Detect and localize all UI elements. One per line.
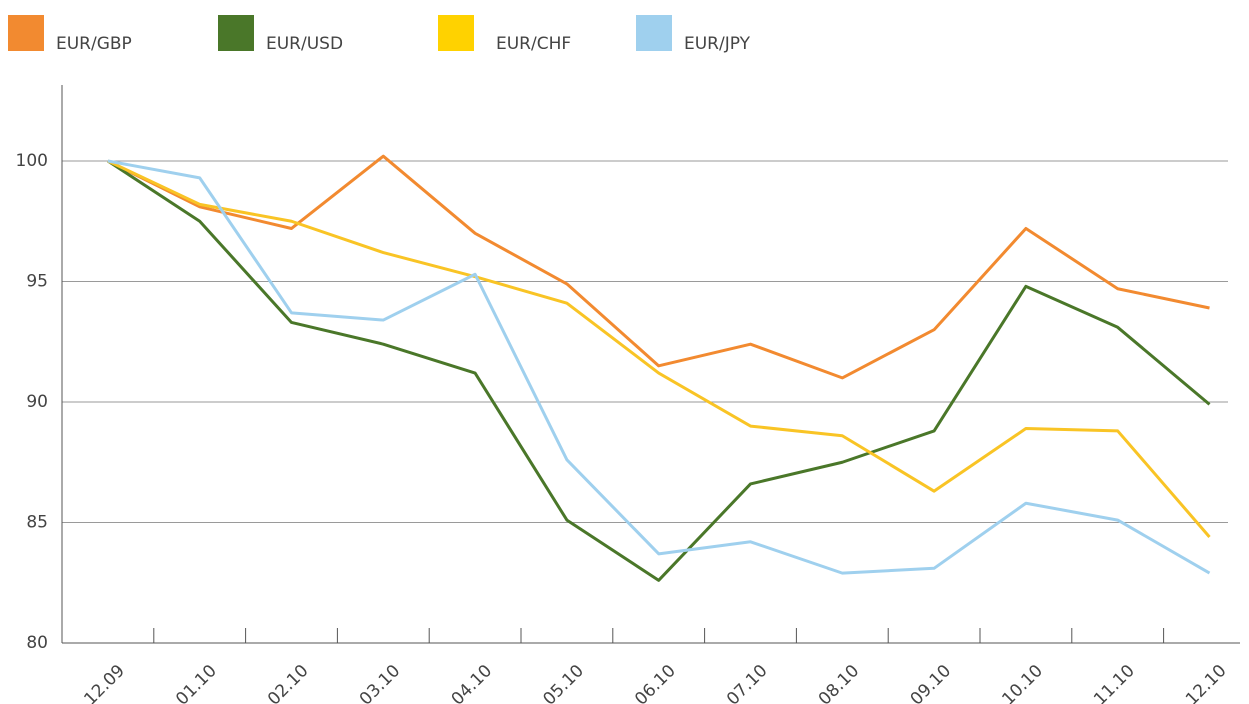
x-tick-label: 12.09 (80, 661, 129, 704)
x-tick-label: 03.10 (356, 661, 405, 704)
x-tick-label: 07.10 (723, 661, 772, 704)
legend-label: EUR/USD (266, 34, 343, 54)
x-tick-label: 05.10 (539, 661, 588, 704)
x-tick-label: 12.10 (1182, 661, 1231, 704)
y-tick-label: 100 (16, 151, 48, 171)
legend-swatch (438, 15, 474, 51)
legend-label: EUR/CHF (496, 34, 571, 54)
series-line (107, 159, 1211, 538)
legend-label: EUR/JPY (684, 34, 751, 54)
x-tick-label: 09.10 (907, 661, 956, 704)
y-tick-label: 90 (26, 392, 48, 412)
legend-swatch (218, 15, 254, 51)
x-tick-label: 11.10 (1090, 661, 1139, 704)
y-tick-label: 95 (26, 272, 48, 292)
y-tick-label: 80 (26, 633, 48, 653)
x-tick-label: 02.10 (264, 661, 313, 704)
x-tick-label: 01.10 (172, 661, 221, 704)
x-tick-label: 04.10 (448, 661, 497, 704)
y-tick-label: 85 (26, 513, 48, 533)
x-tick-label: 08.10 (815, 661, 864, 704)
series-line (107, 154, 1210, 380)
x-tick-label: 10.10 (998, 661, 1047, 704)
legend-label: EUR/GBP (56, 34, 132, 54)
x-tick-label: 06.10 (631, 661, 680, 704)
series-line (107, 159, 1211, 575)
legend-swatch (8, 15, 44, 51)
legend-swatch (636, 15, 672, 51)
series-line (107, 159, 1211, 582)
